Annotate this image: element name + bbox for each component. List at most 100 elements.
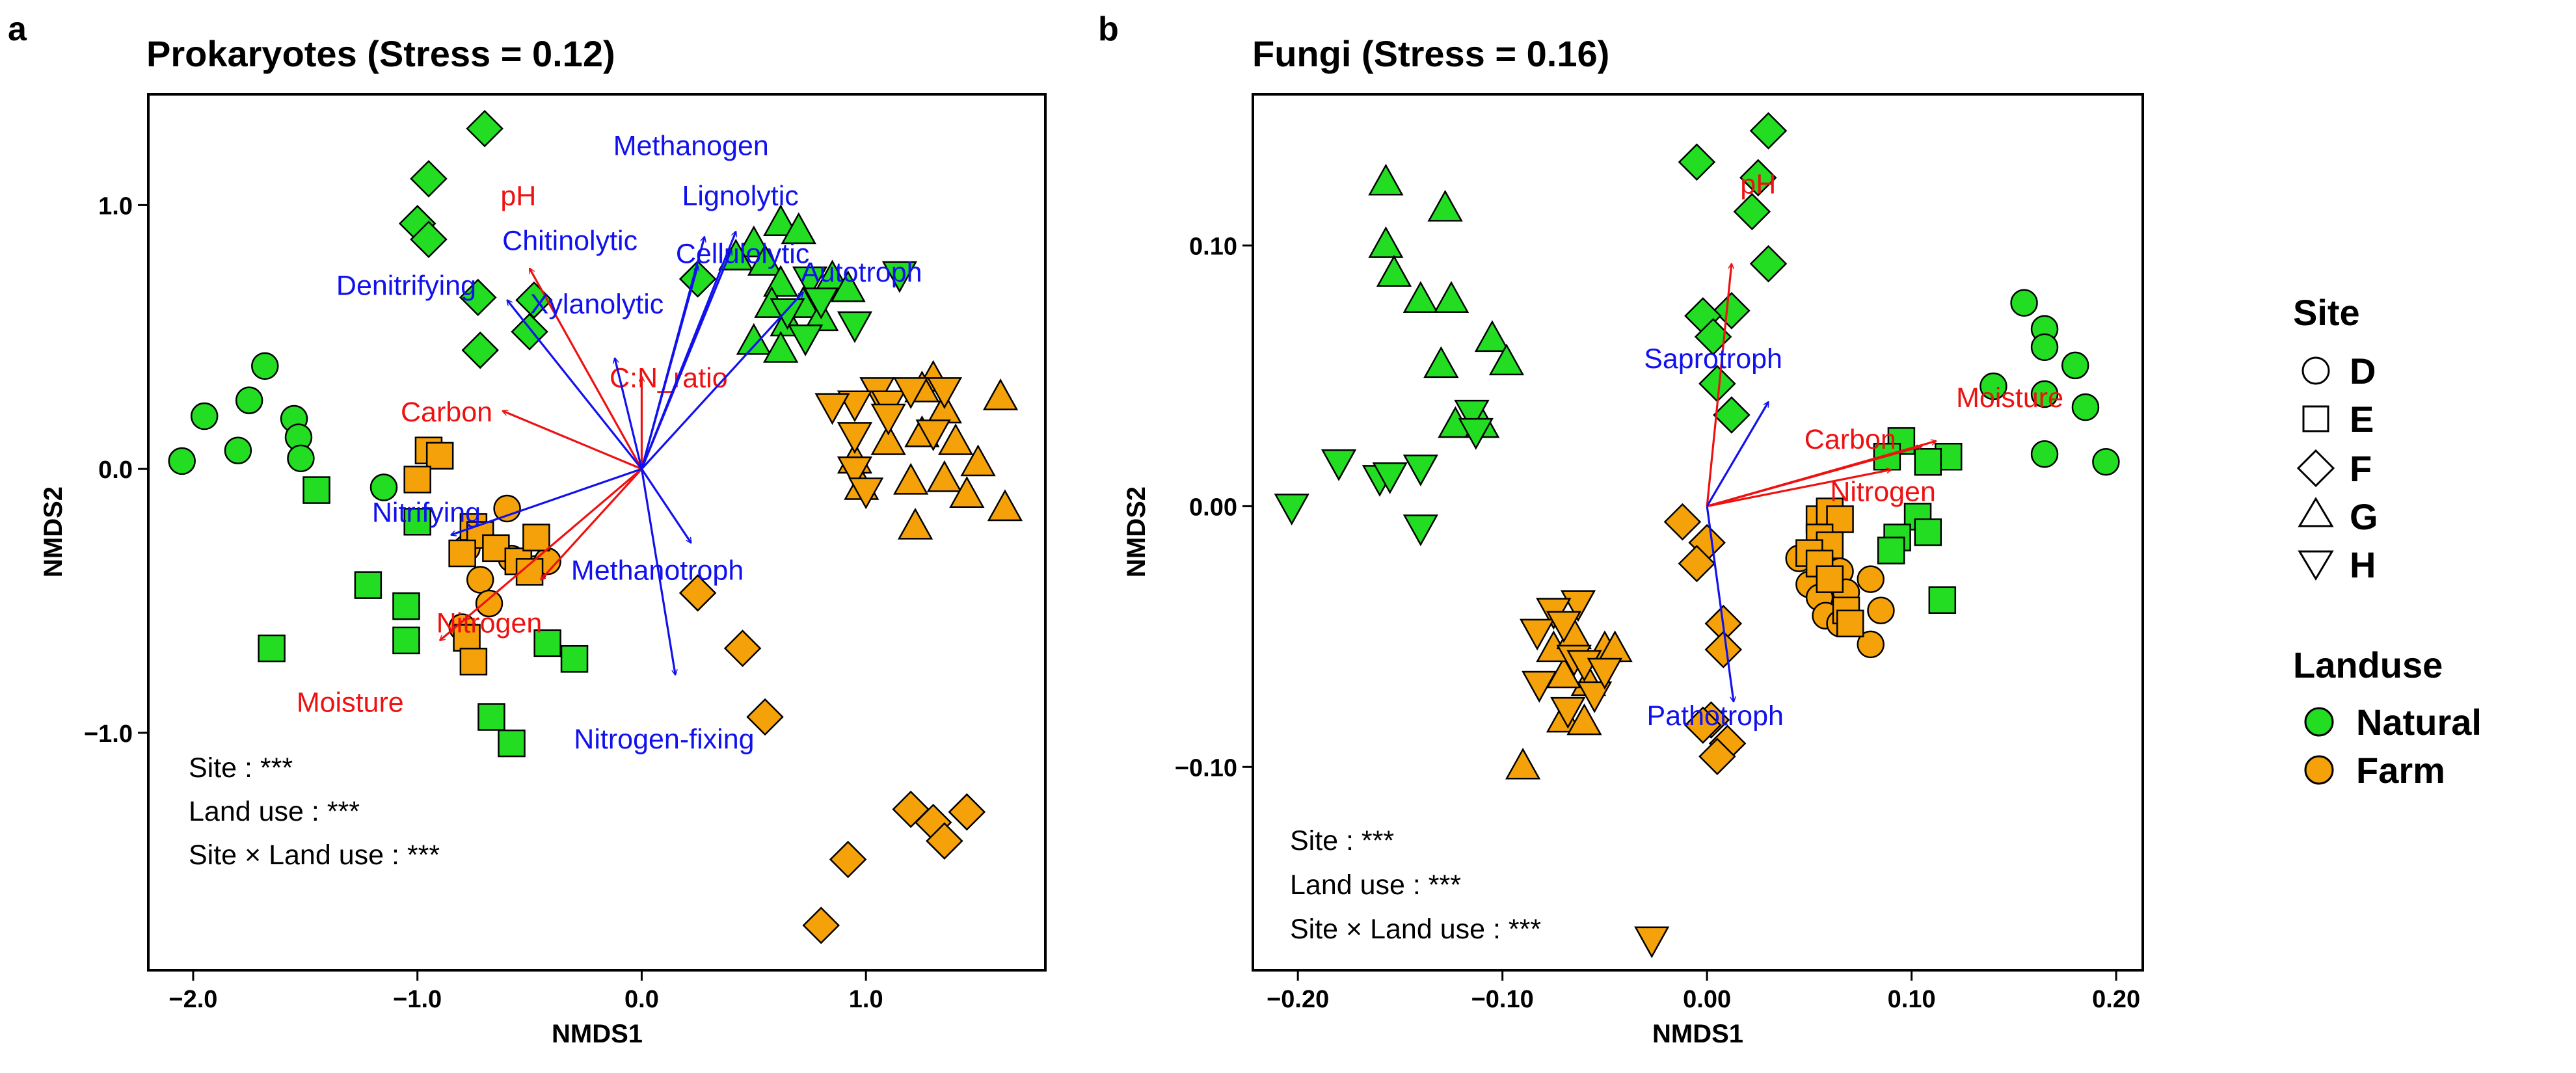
panel-b-point-site-h-farm [1550, 696, 1586, 729]
panel-a-point-site-h-farm [915, 419, 951, 451]
panel-a-point-site-h-farm [814, 393, 850, 425]
panel-a-xtick-label: 0.0 [624, 986, 659, 1013]
legend-site-g-label: G [2350, 496, 2378, 537]
panel-a-point-site-g-natural [736, 323, 771, 355]
panel-b-xlabel: NMDS1 [1652, 1020, 1743, 1048]
panel-a-point-site-h-natural [881, 261, 918, 293]
circle-icon [2301, 356, 2330, 385]
panel-a-func-vector-label: Nitrifying [372, 497, 481, 528]
natural-swatch-icon [2304, 707, 2334, 737]
panel-b-point-site-h-farm [1577, 681, 1613, 713]
panel-a-ytick-label: 1.0 [98, 192, 133, 220]
panel-b-env-vector-arrow [1706, 470, 1891, 507]
panel-a-env-vector-label: Nitrogen [436, 608, 543, 639]
legend-site-f-label: F [2350, 448, 2372, 489]
legend-landuse-natural: Natural [2304, 702, 2482, 743]
panel-b-point-site-f-natural [1713, 396, 1751, 434]
triangle-down-icon [2298, 550, 2334, 581]
panel-a-point-site-g-farm [949, 476, 985, 508]
panel-a-point-site-f-farm [926, 822, 963, 860]
panel-b-point-site-g-natural [1368, 163, 1404, 196]
panel-a-point-site-h-farm [893, 377, 929, 409]
panel-a-ylabel: NMDS2 [39, 486, 68, 577]
panel-a-frame [147, 93, 1047, 972]
panel-a-func-vector-label: Cellulolytic [676, 239, 810, 270]
panel-a-func-vector-arrow [615, 358, 643, 470]
panel-a-stat-site: Site : *** [189, 752, 293, 784]
panel-b-point-site-h-natural [1454, 399, 1490, 432]
panel-b-point-site-f-farm [1698, 737, 1736, 776]
panel-a-func-vector-arrow [451, 468, 642, 535]
panel-b-point-site-h-farm [1520, 618, 1555, 651]
panel-a-point-site-f-farm [829, 840, 867, 879]
panel-a-env-vector-arrow [541, 468, 643, 579]
panel-b-point-site-h-natural [1321, 449, 1357, 481]
panel-a-point-site-f-natural [461, 331, 499, 369]
panel-a-point-site-f-natural [410, 160, 448, 198]
panel-a-point-site-e-farm [522, 523, 550, 551]
panel-a-env-vector-label: Moisture [297, 687, 404, 718]
legend-site-e: E [2302, 399, 2374, 440]
panel-a-point-site-d-natural [190, 402, 219, 431]
diamond-icon [2296, 449, 2335, 488]
panel-b-xtick-label: 0.10 [1888, 986, 1936, 1013]
panel-b-point-site-d-farm [1857, 565, 1885, 593]
panel-b-point-site-f-natural [1739, 159, 1777, 197]
panel-b-func-vector-label: Saprotroph [1644, 343, 1782, 375]
panel-b-xtick-label: −0.10 [1471, 986, 1534, 1013]
panel-b-point-site-h-natural [1458, 417, 1494, 450]
panel-a-point-site-h-farm [870, 403, 906, 436]
panel-b-env-vector-label: Moisture [1956, 382, 2063, 414]
panel-b-point-site-g-farm [1505, 747, 1541, 780]
panel-a-func-vector-arrow [640, 250, 731, 470]
legend-site-h-label: H [2350, 544, 2376, 585]
panel-a-point-site-d-farm [493, 494, 521, 523]
legend-landuse-farm: Farm [2304, 750, 2445, 791]
panel-b-ytick-label: 0.10 [1189, 233, 1237, 261]
panel-a-point-site-g-natural [763, 204, 799, 237]
legend-site-d: D [2301, 351, 2376, 391]
legend-landuse-natural-label: Natural [2356, 702, 2482, 743]
legend-site-f: F [2296, 448, 2372, 489]
panel-a-point-site-g-farm [870, 423, 906, 455]
panel-a-point-site-f-farm [678, 574, 717, 612]
panel-a-xtick-label: 1.0 [849, 986, 883, 1013]
panel-b-xtick-label: 0.00 [1683, 986, 1731, 1013]
panel-a-point-site-d-farm [466, 566, 494, 594]
panel-a-point-site-h-farm [926, 377, 962, 409]
panel-b-ytick-label: 0.00 [1189, 494, 1237, 521]
panel-b-point-site-d-natural [2092, 448, 2120, 476]
panel-b-point-site-g-natural [1488, 343, 1525, 376]
square-icon [2302, 405, 2329, 432]
panel-a-func-vector-label: Autotroph [801, 257, 922, 288]
panel-a-point-site-h-natural [770, 298, 805, 330]
panel-b-stat-site: Site : *** [1290, 825, 1394, 856]
panel-a-func-vector-label: Nitrogen-fixing [574, 724, 754, 755]
panel-b-point-site-f-farm [1684, 706, 1722, 744]
panel-a-point-site-e-natural [403, 508, 431, 536]
panel-b-point-site-g-natural [1376, 255, 1412, 287]
panel-a-point-site-h-farm [848, 477, 884, 510]
panel-a-point-site-h-farm [837, 422, 873, 454]
panel-a-point-site-e-farm [459, 648, 488, 676]
panel-a-point-site-h-natural [803, 287, 839, 320]
panel-b-point-site-f-farm [1678, 544, 1716, 583]
panel-b-stat-landuse: Land use : *** [1290, 869, 1461, 901]
panel-b-point-site-h-farm [1546, 611, 1582, 643]
panel-a-point-site-f-farm [948, 793, 986, 831]
panel-a-xlabel: NMDS1 [552, 1020, 643, 1048]
panel-a-point-site-h-natural [837, 311, 873, 343]
panel-b-point-site-e-natural [1914, 518, 1942, 546]
panel-a-point-site-f-farm [802, 907, 840, 944]
panel-a-xtick-label: −1.0 [393, 986, 442, 1013]
panel-a-env-vector-label: pH [500, 180, 536, 211]
legend: Site D E F G H Landuse Natural Farm [2293, 292, 2482, 791]
panel-b-xtick-label: 0.20 [2092, 986, 2140, 1013]
panel-a-point-site-e-natural [392, 592, 420, 620]
panel-a-point-site-g-natural [747, 244, 783, 276]
panel-b-point-site-g-natural [1474, 320, 1510, 352]
panel-a-env-vector-arrow [440, 468, 643, 641]
legend-landuse-title: Landuse [2293, 644, 2443, 685]
panel-a-point-site-e-natural [354, 571, 382, 599]
